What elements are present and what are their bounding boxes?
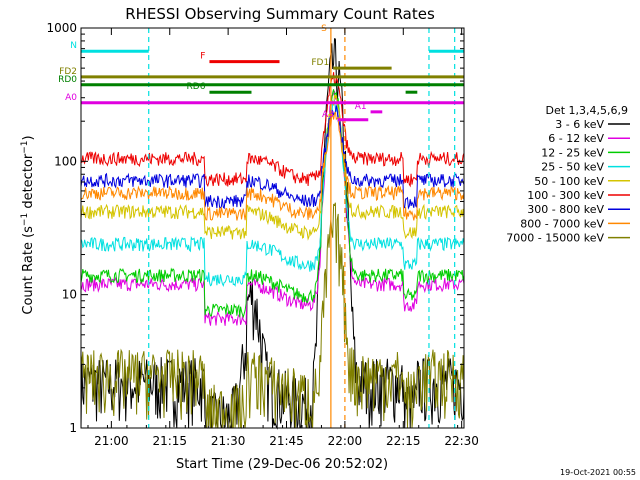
chart-title: RHESSI Observing Summary Count Rates xyxy=(125,5,435,23)
flag-label: A3 xyxy=(322,110,334,120)
series-line xyxy=(80,111,465,221)
flag-label: A1 xyxy=(355,102,367,112)
x-tick-label: 22:15 xyxy=(386,434,421,448)
series-line xyxy=(80,89,465,319)
flag-label: RD0 xyxy=(58,75,77,85)
x-tick-label: 22:30 xyxy=(444,434,479,448)
plot-area xyxy=(80,28,465,430)
timestamp: 19-Oct-2021 00:55 xyxy=(560,468,636,477)
series-line xyxy=(80,105,465,210)
flag-label: F xyxy=(200,52,205,62)
y-tick-label: 10 xyxy=(62,288,77,302)
y-axis-label: Count Rate (s−1 detector−1) xyxy=(20,135,36,314)
y-axis-label-part1: Count Rate (s xyxy=(21,226,36,315)
x-tick-label: 21:30 xyxy=(211,434,246,448)
flag-label: FD1 xyxy=(311,58,329,68)
legend-label: 25 - 50 keV xyxy=(541,161,604,174)
legend-label: 12 - 25 keV xyxy=(541,146,604,159)
y-axis-label-part3: ) xyxy=(21,135,36,140)
flag-label: FD2 xyxy=(59,67,77,77)
y-tick-label: 100 xyxy=(54,154,77,168)
series-line xyxy=(80,99,465,288)
series-line xyxy=(80,72,465,188)
x-tick-label: 21:15 xyxy=(152,434,187,448)
legend-title: Det 1,3,4,5,6,9 xyxy=(545,104,628,117)
legend-label: 50 - 100 keV xyxy=(534,175,604,188)
y-axis-label-sup2: −1 xyxy=(20,140,30,153)
legend-label: 6 - 12 keV xyxy=(548,132,604,145)
series-line xyxy=(80,94,465,241)
legend-label: 300 - 800 keV xyxy=(527,203,604,216)
legend-label: 3 - 6 keV xyxy=(555,118,604,131)
y-axis-label-part2: detector xyxy=(21,153,36,213)
y-tick-label: 1 xyxy=(69,421,77,435)
flag-label: N xyxy=(70,41,77,51)
y-axis-label-sup1: −1 xyxy=(20,213,30,226)
series-line xyxy=(80,202,465,429)
legend-label: 800 - 7000 keV xyxy=(520,217,604,230)
x-axis-label: Start Time (29-Dec-06 20:52:02) xyxy=(176,457,388,472)
flag-label: A0 xyxy=(65,93,77,103)
y-tick-label: 1000 xyxy=(46,21,77,35)
x-tick-label: 22:00 xyxy=(328,434,363,448)
plot-frame xyxy=(80,27,465,429)
flag-label: S xyxy=(321,24,327,34)
x-tick-label: 21:45 xyxy=(269,434,304,448)
legend-label: 100 - 300 keV xyxy=(527,189,604,202)
x-tick-label: 21:00 xyxy=(94,434,129,448)
legend-label: 7000 - 15000 keV xyxy=(506,232,604,245)
flag-label: RD6 xyxy=(187,82,206,92)
axes: 21:00 21:15 21:30 21:45 22:00 22:15 22:30 1 10 10… xyxy=(46,21,479,448)
